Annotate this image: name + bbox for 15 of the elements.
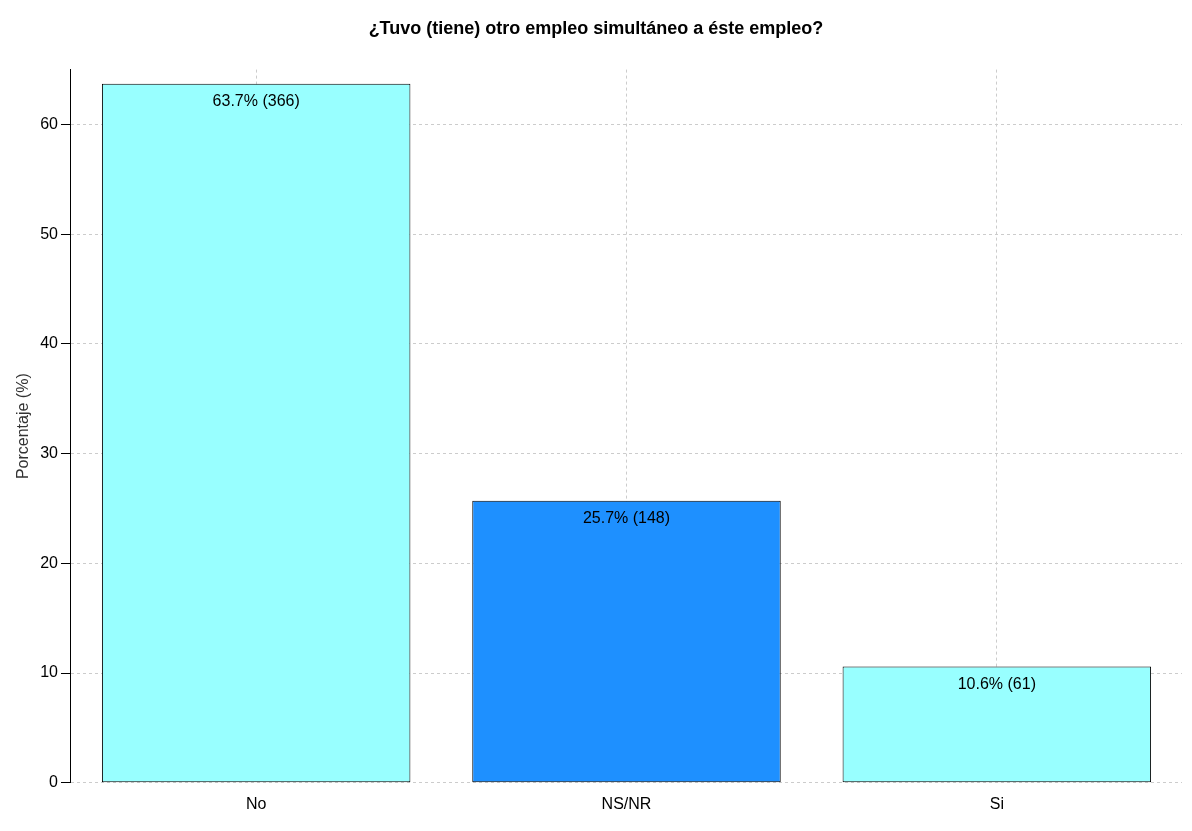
data-label: 25.7% (148)	[582, 509, 671, 527]
data-label: 10.6% (61)	[957, 674, 1036, 692]
y-tick-label: 0	[49, 773, 59, 791]
y-tick-label: 30	[40, 444, 59, 462]
data-label: 63.7% (366)	[212, 92, 300, 110]
y-tick-label: 10	[40, 663, 59, 681]
chart-title: ¿Tuvo (tiene) otro empleo simultáneo a éste empleo?	[368, 17, 824, 38]
x-tick-label: Si	[989, 794, 1004, 812]
y-tick-label: 20	[40, 553, 59, 571]
y-tick-label: 40	[40, 334, 59, 352]
y-tick-label: 60	[40, 114, 59, 132]
y-axis-title: Porcentaje (%)	[14, 373, 32, 480]
y-tick-label: 50	[40, 224, 59, 242]
x-tick-label: No	[245, 794, 267, 812]
x-tick-label: NS/NR	[601, 794, 652, 812]
